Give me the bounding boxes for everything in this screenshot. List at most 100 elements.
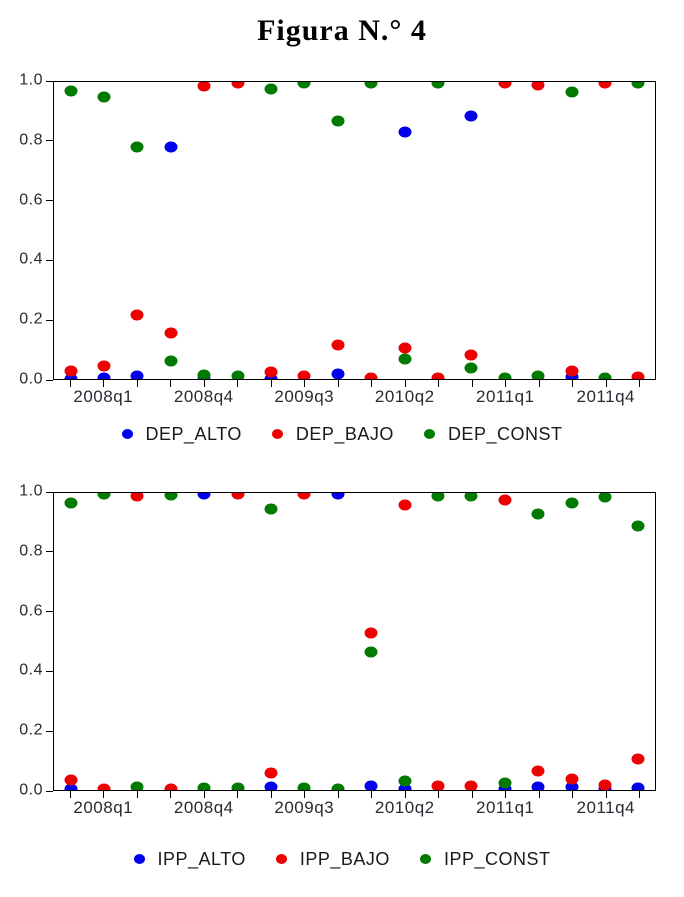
ipp-x-axis: 2008q1 2008q4 2009q3 2010q2 2011q1 2011q4	[53, 791, 656, 827]
y-tick-mark	[46, 670, 53, 672]
data-point	[531, 370, 545, 379]
data-point	[598, 372, 612, 379]
ipp-plot-area	[53, 492, 656, 791]
legend-item: IPP_ALTO	[133, 848, 246, 870]
legend-label: IPP_ALTO	[157, 848, 246, 869]
data-point	[598, 82, 612, 89]
legend-label: IPP_CONST	[443, 848, 551, 869]
data-point	[164, 327, 178, 339]
data-point	[431, 372, 445, 379]
x-tick-mark	[371, 791, 373, 798]
data-point	[431, 493, 445, 502]
data-point	[297, 493, 311, 500]
x-tick-mark	[605, 380, 607, 387]
data-point	[164, 141, 178, 153]
x-tick-label: 2010q2	[374, 798, 435, 817]
data-point	[498, 82, 512, 89]
legend-label: DEP_BAJO	[295, 423, 394, 444]
x-tick-mark	[639, 380, 641, 387]
data-point	[498, 777, 512, 789]
y-tick-label: 0.2	[19, 721, 43, 739]
legend-item: DEP_CONST	[423, 423, 563, 445]
data-point	[565, 781, 579, 790]
y-tick-mark	[46, 319, 53, 321]
data-point	[565, 773, 579, 785]
data-point	[464, 362, 478, 374]
y-tick-label: 0.0	[19, 370, 43, 388]
data-point	[531, 508, 545, 520]
data-point	[64, 365, 78, 377]
x-tick-mark	[438, 380, 440, 387]
data-point	[498, 494, 512, 506]
legend-dot-icon	[133, 854, 145, 864]
x-tick-label: 2008q4	[173, 387, 234, 406]
data-point	[130, 141, 144, 153]
x-tick-mark	[203, 380, 205, 387]
y-tick-label: 1.0	[19, 482, 43, 500]
data-point	[498, 372, 512, 379]
x-tick-mark	[605, 791, 607, 798]
dep-plot-area	[53, 81, 656, 380]
x-tick-mark	[572, 380, 574, 387]
x-tick-mark	[270, 380, 272, 387]
data-point	[464, 110, 478, 122]
data-point	[264, 767, 278, 779]
data-point	[331, 493, 345, 500]
data-point	[130, 309, 144, 321]
y-tick-mark	[46, 790, 53, 792]
x-tick-mark	[505, 380, 507, 387]
legend-item: IPP_CONST	[419, 848, 551, 870]
dep-x-axis: 2008q1 2008q4 2009q3 2010q2 2011q1 2011q4	[53, 380, 656, 416]
data-point	[197, 782, 211, 790]
data-point	[364, 372, 378, 379]
x-tick-mark	[136, 380, 138, 387]
legend-dot-icon	[275, 854, 287, 864]
data-point	[130, 370, 144, 379]
legend-label: DEP_ALTO	[145, 423, 242, 444]
y-tick-label: 0.6	[19, 602, 43, 620]
data-point	[431, 82, 445, 89]
legend-dot-icon	[271, 429, 283, 439]
x-tick-mark	[170, 380, 172, 387]
x-tick-mark	[538, 791, 540, 798]
legend-item: IPP_BAJO	[275, 849, 390, 870]
data-point	[531, 765, 545, 777]
data-point	[531, 781, 545, 790]
y-tick-mark	[46, 379, 53, 381]
data-point	[331, 783, 345, 790]
data-point	[464, 349, 478, 361]
legend-dot-icon	[121, 429, 133, 439]
data-point	[130, 493, 144, 502]
data-point	[631, 782, 645, 790]
data-point	[331, 368, 345, 379]
data-point	[97, 91, 111, 103]
data-point	[64, 783, 78, 790]
data-point	[264, 83, 278, 95]
x-tick-mark	[538, 380, 540, 387]
data-point	[64, 497, 78, 509]
ipp-y-axis: 0.0 0.2 0.4 0.6 0.8 1.0	[0, 483, 53, 799]
data-point	[231, 782, 245, 790]
data-point	[364, 646, 378, 658]
x-tick-mark	[136, 791, 138, 798]
data-point	[97, 372, 111, 379]
y-tick-label: 0.4	[19, 662, 43, 680]
x-tick-mark	[471, 791, 473, 798]
x-tick-label: 2010q2	[374, 387, 435, 406]
data-point	[197, 82, 211, 92]
y-tick-label: 1.0	[19, 71, 43, 89]
data-point	[331, 339, 345, 351]
dep-legend: DEP_ALTO DEP_BAJO DEP_CONST	[0, 421, 684, 447]
data-point	[631, 371, 645, 379]
y-tick-label: 0.8	[19, 542, 43, 560]
dep-chart: 0.0 0.2 0.4 0.6 0.8 1.0 2008q1 2008q4 2009q3 201…	[0, 72, 684, 501]
data-point	[231, 370, 245, 379]
x-tick-mark	[237, 380, 239, 387]
legend-label: DEP_CONST	[447, 423, 563, 444]
data-point	[398, 775, 412, 787]
data-point	[598, 493, 612, 503]
data-point	[164, 493, 178, 501]
data-point	[297, 370, 311, 379]
data-point	[231, 493, 245, 500]
